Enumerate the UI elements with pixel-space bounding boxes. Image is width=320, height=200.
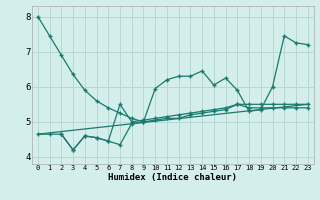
X-axis label: Humidex (Indice chaleur): Humidex (Indice chaleur)	[108, 173, 237, 182]
